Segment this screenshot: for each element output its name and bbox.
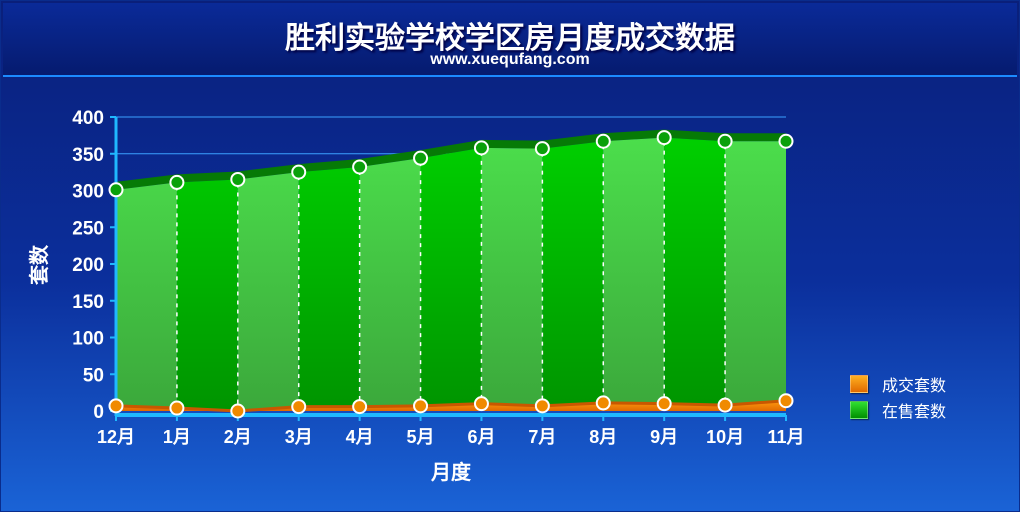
- x-tick-label: 1月: [163, 427, 191, 447]
- sold-point: [717, 397, 733, 413]
- on-sale-area-segment: [116, 137, 177, 411]
- on-sale-point: [534, 141, 550, 157]
- x-tick-label: 5月: [407, 427, 435, 447]
- y-tick-label: 0: [93, 402, 104, 423]
- legend-swatch-sold: [850, 375, 868, 393]
- on-sale-point: [169, 174, 185, 190]
- on-sale-area-segment: [542, 137, 604, 411]
- on-sale-point: [413, 150, 429, 166]
- sold-point: [595, 395, 611, 411]
- sold-point: [291, 399, 307, 415]
- y-tick-label: 250: [72, 218, 104, 239]
- on-sale-area-edge: [116, 129, 786, 190]
- sold-point: [656, 396, 672, 412]
- sold-point: [169, 400, 185, 416]
- x-tick-label: 7月: [528, 427, 556, 447]
- sold-point: [108, 398, 124, 414]
- on-sale-area-segment: [420, 137, 482, 411]
- sold-point: [534, 398, 550, 414]
- y-tick-label: 300: [72, 182, 104, 203]
- chart-subtitle: www.xuequfang.com: [430, 51, 590, 68]
- sold-point: [473, 396, 489, 412]
- x-tick-label: 6月: [467, 427, 495, 447]
- sold-point: [230, 403, 246, 419]
- on-sale-point: [291, 164, 307, 180]
- y-tick-label: 150: [72, 292, 104, 313]
- sold-point: [352, 399, 368, 415]
- on-sale-area-segment: [664, 137, 726, 411]
- legend-label-on-sale: 在售套数: [882, 402, 947, 421]
- sold-line: [115, 399, 787, 413]
- y-tick-label: 350: [72, 145, 104, 166]
- on-sale-area-segment: [359, 137, 421, 411]
- on-sale-area-segment: [237, 137, 299, 411]
- on-sale-point: [717, 133, 733, 149]
- legend-item-sold: 成交套数: [850, 371, 946, 397]
- y-tick-label: 400: [72, 108, 104, 129]
- on-sale-point: [595, 133, 611, 149]
- x-tick-label: 2月: [224, 427, 252, 447]
- legend-swatch-on-sale: [850, 401, 868, 419]
- chart-title: 胜利实验学校学区房月度成交数据: [285, 21, 735, 56]
- x-tick-label: 8月: [589, 427, 617, 447]
- y-tick-label: 100: [72, 329, 104, 350]
- legend-item-on-sale: 在售套数: [850, 397, 946, 423]
- on-sale-point: [778, 133, 794, 149]
- x-tick-label: 4月: [346, 427, 374, 447]
- x-tick-label: 10月: [706, 427, 744, 447]
- legend-label-sold: 成交套数: [882, 376, 947, 395]
- on-sale-point: [656, 130, 672, 146]
- on-sale-point: [473, 140, 489, 156]
- sold-point: [413, 398, 429, 414]
- on-sale-area-segment: [176, 137, 238, 411]
- x-tick-label: 11月: [767, 427, 804, 447]
- on-sale-area-bands: [116, 137, 786, 411]
- on-sale-area-segment: [725, 137, 786, 411]
- sold-point: [778, 393, 794, 409]
- on-sale-point: [352, 159, 368, 175]
- legend: 成交套数 在售套数: [850, 371, 946, 423]
- y-axis-label: 套数: [27, 244, 51, 285]
- on-sale-point: [230, 171, 246, 187]
- x-axis-label: 月度: [430, 460, 472, 484]
- x-tick-label: 12月: [97, 427, 135, 447]
- on-sale-area-segment: [481, 137, 543, 411]
- x-tick-label: 3月: [285, 427, 313, 447]
- on-sale-area-segment: [603, 137, 665, 411]
- y-tick-label: 200: [72, 255, 104, 276]
- y-tick-label: 50: [83, 365, 104, 386]
- chart-header: 胜利实验学校学区房月度成交数据 www.xuequfang.com: [3, 3, 1017, 77]
- x-tick-label: 9月: [650, 427, 678, 447]
- on-sale-area-segment: [298, 137, 360, 411]
- on-sale-point: [108, 182, 124, 198]
